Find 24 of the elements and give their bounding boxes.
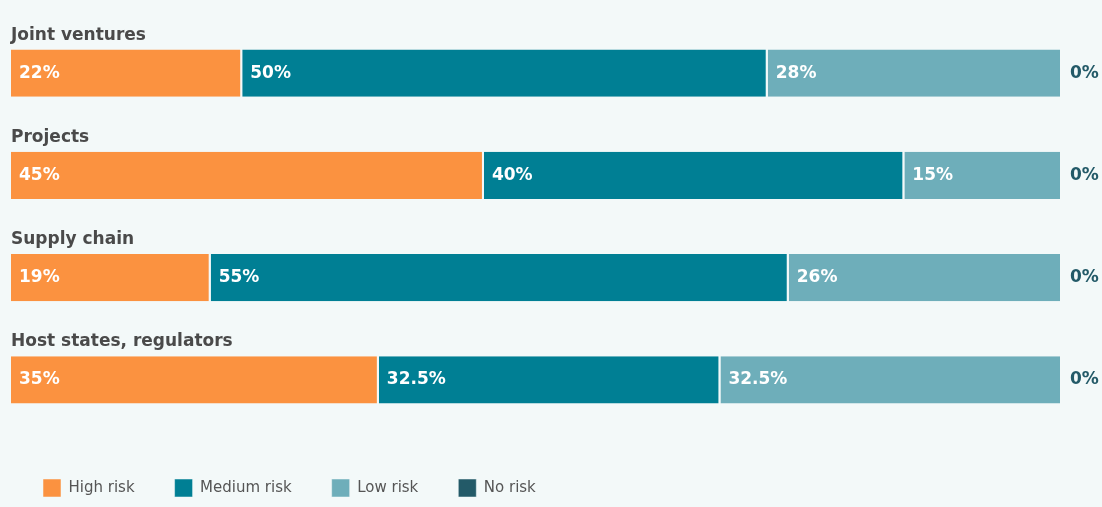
y-tick-label: Supply chain [11, 228, 135, 249]
data-label: 32.5% [728, 368, 788, 389]
y-tick-label: Host states, regulators [11, 330, 233, 351]
data-label: 0% [1070, 163, 1099, 184]
data-label: 55% [218, 266, 260, 287]
data-label: 40% [491, 163, 533, 184]
data-label: 45% [19, 163, 60, 184]
data-label: 15% [912, 163, 954, 184]
data-label: 0% [1070, 61, 1099, 82]
legend-label: Low risk [357, 477, 419, 496]
data-label: 35% [19, 368, 60, 389]
data-label: 0% [1070, 368, 1099, 389]
data-label: 19% [19, 266, 60, 287]
y-tick-label: Joint ventures [10, 23, 146, 44]
legend-label: No risk [483, 477, 537, 496]
legend-label: High risk [68, 477, 135, 496]
data-label: 0% [1070, 266, 1099, 287]
data-label: 50% [250, 61, 291, 82]
data-label: 28% [775, 61, 817, 82]
data-label: 22% [19, 61, 60, 82]
data-label: 26% [796, 266, 838, 287]
data-label: 32.5% [386, 368, 446, 389]
y-tick-label: Projects [11, 125, 90, 146]
legend-label: Medium risk [200, 477, 292, 496]
